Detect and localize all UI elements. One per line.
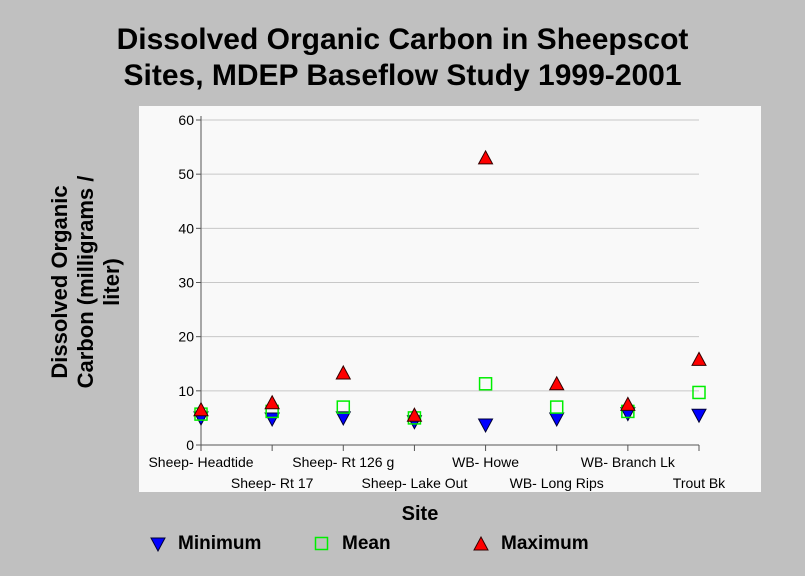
x-tick-label: Sheep- Rt 126 g	[292, 454, 394, 470]
legend-marker-mean	[314, 536, 329, 551]
point-minimum	[477, 418, 494, 434]
scatter-plot: 0 10 20 30 40 50 60 Sheep- Headtide Sheep- Rt 17…	[148, 112, 726, 491]
y-axis-label-line-3: liter)	[99, 258, 124, 306]
legend-item-mean: Mean	[314, 532, 391, 556]
point-minimum	[691, 408, 707, 424]
legend-item-maximum: Maximum	[473, 532, 589, 556]
y-tick-label: 0	[186, 437, 194, 453]
x-tick-label: Sheep- Lake Out	[361, 475, 467, 491]
chart-title-line-1: Dissolved Organic Carbon in Sheepscot	[116, 23, 689, 56]
point-maximum	[548, 375, 565, 391]
legend-marker-minimum	[150, 537, 166, 552]
point-mean	[336, 400, 351, 414]
y-tick-label: 10	[178, 383, 194, 399]
y-axis-label-line-2: Carbon (milligrams /	[73, 175, 98, 389]
point-mean	[692, 385, 706, 400]
legend-label-minimum: Minimum	[178, 533, 262, 554]
point-maximum	[335, 364, 352, 380]
x-tick-label: Trout Bk	[673, 475, 726, 491]
point-minimum	[335, 411, 352, 426]
y-tick-label: 40	[178, 220, 194, 236]
y-tick-label: 50	[178, 166, 194, 182]
point-minimum	[264, 412, 280, 428]
point-minimum	[548, 412, 565, 428]
x-tick-label: Sheep- Headtide	[148, 454, 253, 470]
point-maximum	[477, 149, 494, 165]
y-axis-label-line-1: Dissolved Organic	[47, 185, 72, 379]
chart-title-line-2: Sites, MDEP Baseflow Study 1999-2001	[123, 59, 682, 92]
point-maximum	[691, 351, 707, 366]
y-tick-label: 20	[178, 329, 194, 345]
legend-item-minimum: Minimum	[150, 532, 261, 556]
point-mean	[549, 400, 564, 414]
legend-label-mean: Mean	[342, 533, 391, 554]
legend-label-maximum: Maximum	[501, 533, 589, 554]
point-maximum	[264, 394, 280, 410]
x-axis-label: Site	[401, 503, 439, 525]
point-mean	[478, 377, 493, 391]
x-tick-label: WB- Branch Lk	[581, 454, 676, 470]
x-tick-label: WB- Howe	[452, 454, 519, 470]
chart-title: Dissolved Organic Carbon in Sheepscot Si…	[0, 22, 805, 94]
y-tick-label: 30	[178, 275, 194, 291]
legend-marker-maximum	[473, 536, 489, 551]
x-tick-label: Sheep- Rt 17	[231, 475, 314, 491]
x-tick-label: WB- Long Rips	[510, 475, 604, 491]
y-axis-label: Dissolved Organic Carbon (milligrams / l…	[47, 176, 125, 389]
plot-panel: 0 10 20 30 40 50 60 Sheep- Headtide Sheep- Rt 17…	[139, 106, 761, 492]
y-tick-label: 60	[178, 112, 194, 128]
point-maximum	[406, 407, 423, 422]
point-maximum	[620, 396, 636, 411]
point-maximum	[193, 401, 209, 417]
